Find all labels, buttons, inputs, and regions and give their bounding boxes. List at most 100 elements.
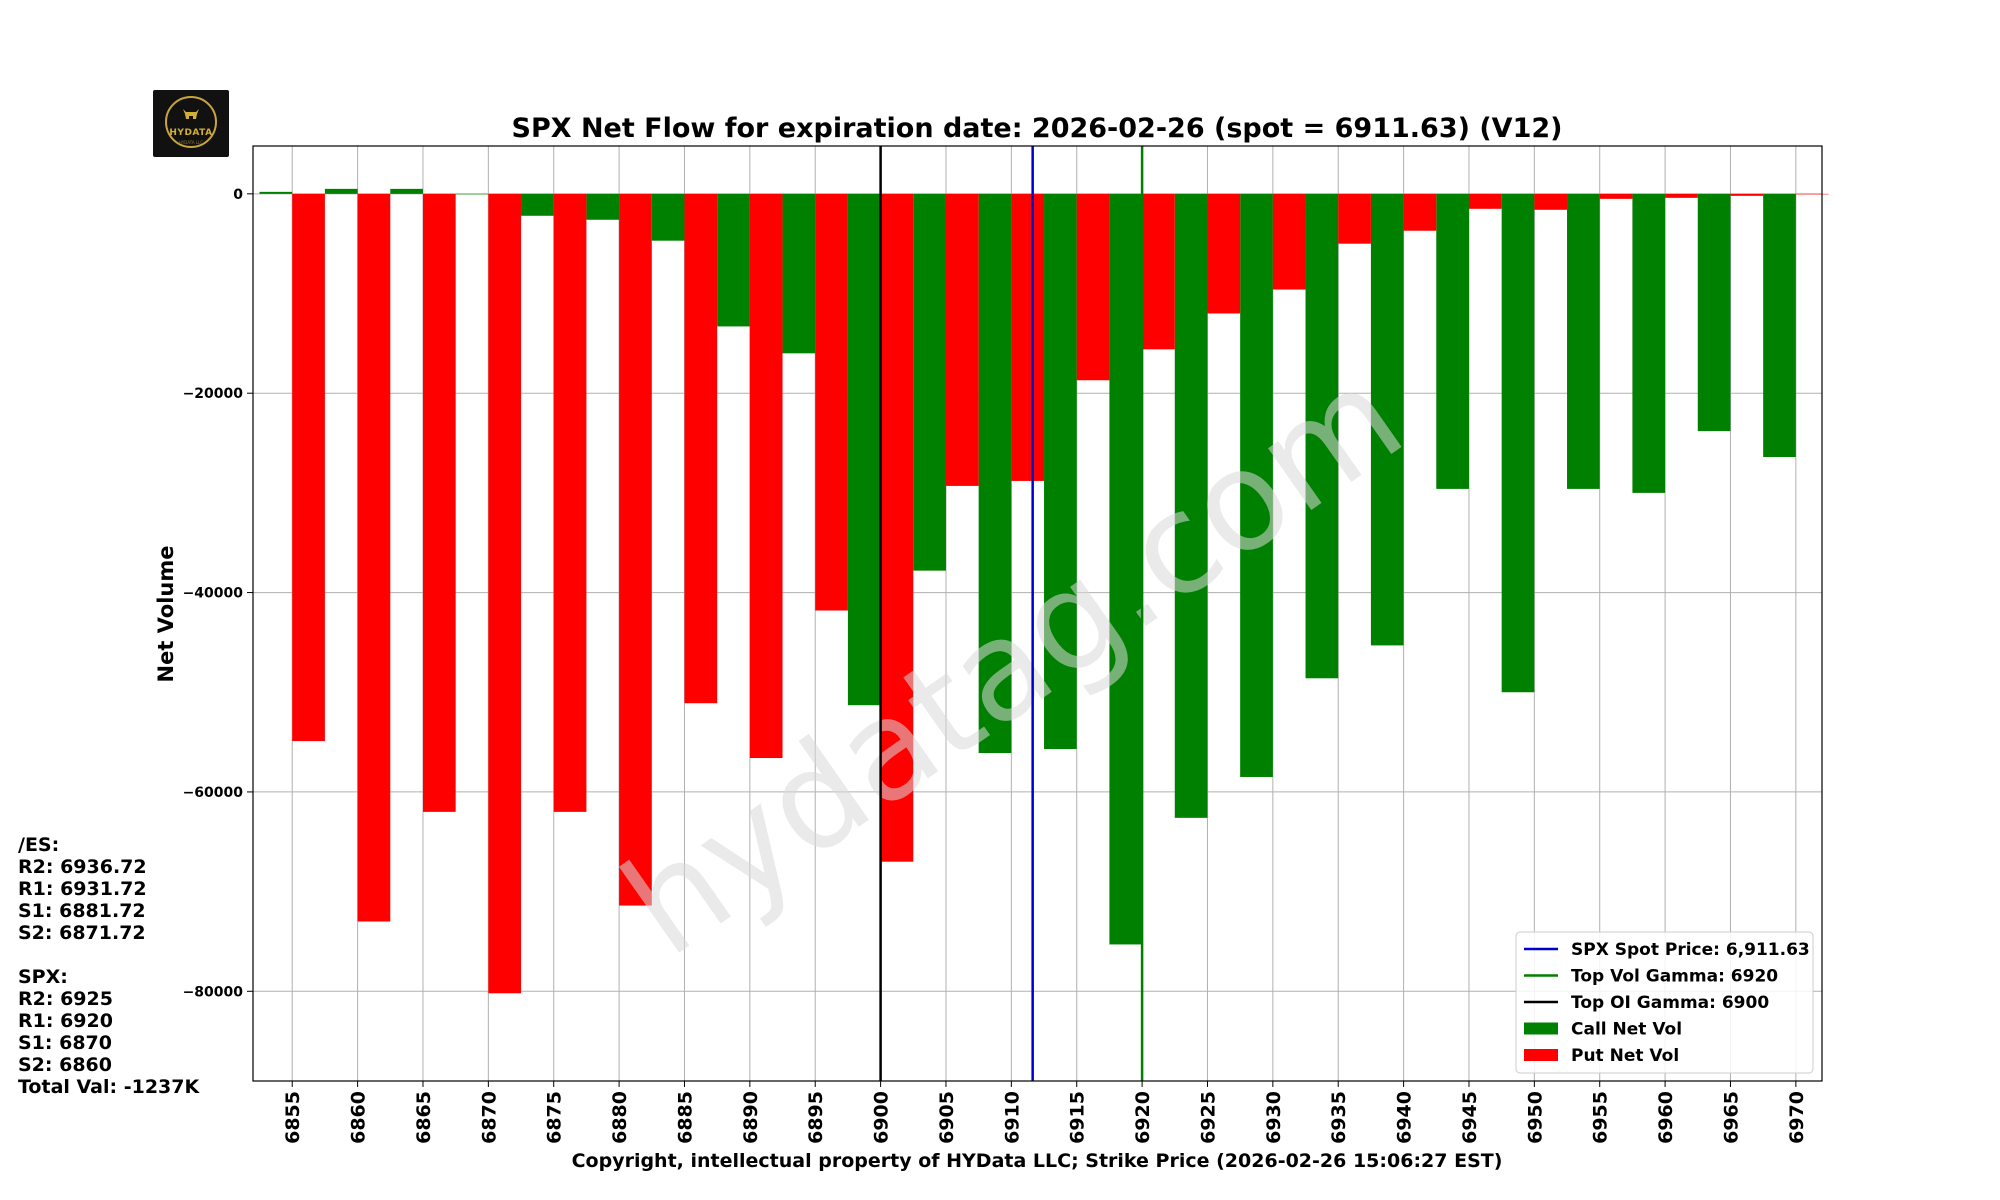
spx-levels-heading: SPX: <box>18 966 68 988</box>
x-tick-label: 6935 <box>1328 1091 1350 1144</box>
put-bar-6865 <box>422 193 456 812</box>
x-tick-label: 6855 <box>282 1091 304 1144</box>
reference-lines <box>879 146 1144 1081</box>
call-bar-6885 <box>651 193 685 241</box>
y-axis-label: Net Volume <box>154 546 178 683</box>
put-bar-6955 <box>1599 193 1633 199</box>
x-tick-label: 6905 <box>936 1091 958 1144</box>
bull-icon <box>183 109 199 119</box>
put-bar-6915 <box>1076 193 1110 381</box>
legend-label: Call Net Vol <box>1571 1020 1682 1040</box>
x-tick-label: 6930 <box>1263 1091 1285 1144</box>
call-bar-6905 <box>913 193 946 571</box>
x-tick-label: 6880 <box>609 1091 631 1144</box>
call-bar-6950 <box>1501 193 1535 693</box>
legend-patch-swatch <box>1524 1022 1558 1035</box>
y-tick-label: −20000 <box>183 386 244 402</box>
plot-frame <box>252 145 1823 1082</box>
put-bar-6940 <box>1403 193 1437 231</box>
call-bar-6895 <box>782 193 816 354</box>
put-bar-6870 <box>488 193 522 994</box>
call-bar-6915 <box>1044 193 1077 750</box>
call-bar-6965 <box>1697 193 1731 432</box>
x-tick-label: 6900 <box>871 1091 893 1144</box>
x-tick-label: 6890 <box>740 1091 762 1144</box>
call-bar-6960 <box>1632 193 1666 493</box>
y-axis-ticks: 0 −20000 −40000 −60000 −80000 <box>183 187 253 1000</box>
spx-level-r2: R2: 6925 <box>18 988 113 1010</box>
call-bar-6910 <box>978 193 1012 754</box>
put-bar-6905 <box>945 193 979 486</box>
call-bar-6955 <box>1567 193 1600 489</box>
es-levels-heading: /ES: <box>18 834 60 856</box>
hydata-logo: HYDATA HYDATA LLC <box>153 90 229 157</box>
legend-label: SPX Spot Price: 6,911.63 <box>1571 940 1810 960</box>
es-level-r2: R2: 6936.72 <box>18 856 147 878</box>
x-tick-label: 6910 <box>1001 1091 1023 1144</box>
levels-panel: /ES: R2: 6936.72 R1: 6931.72 S1: 6881.72… <box>18 834 199 1098</box>
x-tick-label: 6960 <box>1655 1091 1677 1144</box>
put-bar-6890 <box>749 193 783 759</box>
put-bar-6910 <box>1011 193 1045 481</box>
x-tick-label: 6920 <box>1132 1091 1154 1144</box>
call-bar-6875 <box>521 193 554 216</box>
call-bar-6920 <box>1109 193 1143 945</box>
put-bar-6925 <box>1207 193 1241 314</box>
es-level-s2: S2: 6871.72 <box>18 922 146 944</box>
y-tick-label: −60000 <box>183 785 244 801</box>
x-tick-label: 6950 <box>1524 1091 1546 1144</box>
put-bar-6950 <box>1534 193 1568 210</box>
legend: SPX Spot Price: 6,911.63 Top Vol Gamma: 6… <box>1515 931 1814 1074</box>
put-bar-6880 <box>619 193 652 906</box>
x-tick-label: 6915 <box>1067 1091 1089 1144</box>
x-axis-ticks: 6855 6860 6865 6870 6875 6880 6885 6890 6895 6900… <box>282 1081 1808 1144</box>
x-tick-label: 6895 <box>805 1091 827 1144</box>
y-tick-label: −40000 <box>183 586 244 602</box>
legend-label: Top OI Gamma: 6900 <box>1571 993 1769 1013</box>
put-bar-6875 <box>553 193 587 812</box>
logo-ring <box>165 96 217 148</box>
put-bar-6970 <box>1795 193 1829 195</box>
x-tick-label: 6870 <box>478 1091 500 1144</box>
x-tick-label: 6965 <box>1720 1091 1742 1144</box>
x-tick-label: 6925 <box>1197 1091 1219 1144</box>
put-bar-6920 <box>1142 193 1175 350</box>
put-bar-6900 <box>880 193 914 862</box>
bars <box>259 188 1829 994</box>
call-bar-6860 <box>324 188 358 194</box>
x-tick-label: 6865 <box>413 1091 435 1144</box>
es-level-r1: R1: 6931.72 <box>18 878 147 900</box>
put-bar-6885 <box>684 193 718 704</box>
x-tick-label: 6875 <box>544 1091 566 1144</box>
x-tick-label: 6940 <box>1394 1091 1416 1144</box>
spx-level-s2: S2: 6860 <box>18 1054 112 1076</box>
put-bar-6965 <box>1730 193 1764 196</box>
spx-level-s1: S1: 6870 <box>18 1032 112 1054</box>
put-bar-6935 <box>1338 193 1371 244</box>
legend-label: Top Vol Gamma: 6920 <box>1571 967 1778 987</box>
call-bar-6940 <box>1370 193 1404 646</box>
x-tick-label: 6970 <box>1786 1091 1808 1144</box>
call-bar-6935 <box>1305 193 1339 679</box>
legend-label: Put Net Vol <box>1571 1046 1679 1066</box>
x-axis-label: Copyright, intellectual property of HYDa… <box>572 1150 1503 1172</box>
es-level-s1: S1: 6881.72 <box>18 900 146 922</box>
total-value: Total Val: -1237K <box>18 1076 200 1098</box>
chart-title: SPX Net Flow for expiration date: 2026-0… <box>512 113 1563 144</box>
put-bar-6860 <box>357 193 391 922</box>
logo-subtext: HYDATA LLC <box>178 140 204 145</box>
x-tick-label: 6945 <box>1459 1091 1481 1144</box>
call-bar-6855 <box>259 191 293 194</box>
call-bar-6930 <box>1240 193 1273 777</box>
call-bar-6870 <box>455 193 489 195</box>
legend-patch-swatch <box>1524 1049 1558 1061</box>
put-bar-6895 <box>815 193 848 611</box>
call-bar-6880 <box>586 193 620 220</box>
y-tick-label: −80000 <box>183 984 244 1000</box>
call-bar-6945 <box>1436 193 1469 489</box>
legend-box <box>1515 931 1814 1074</box>
call-bar-6900 <box>847 193 881 706</box>
call-bar-6925 <box>1174 193 1208 818</box>
put-bar-6855 <box>292 193 325 742</box>
